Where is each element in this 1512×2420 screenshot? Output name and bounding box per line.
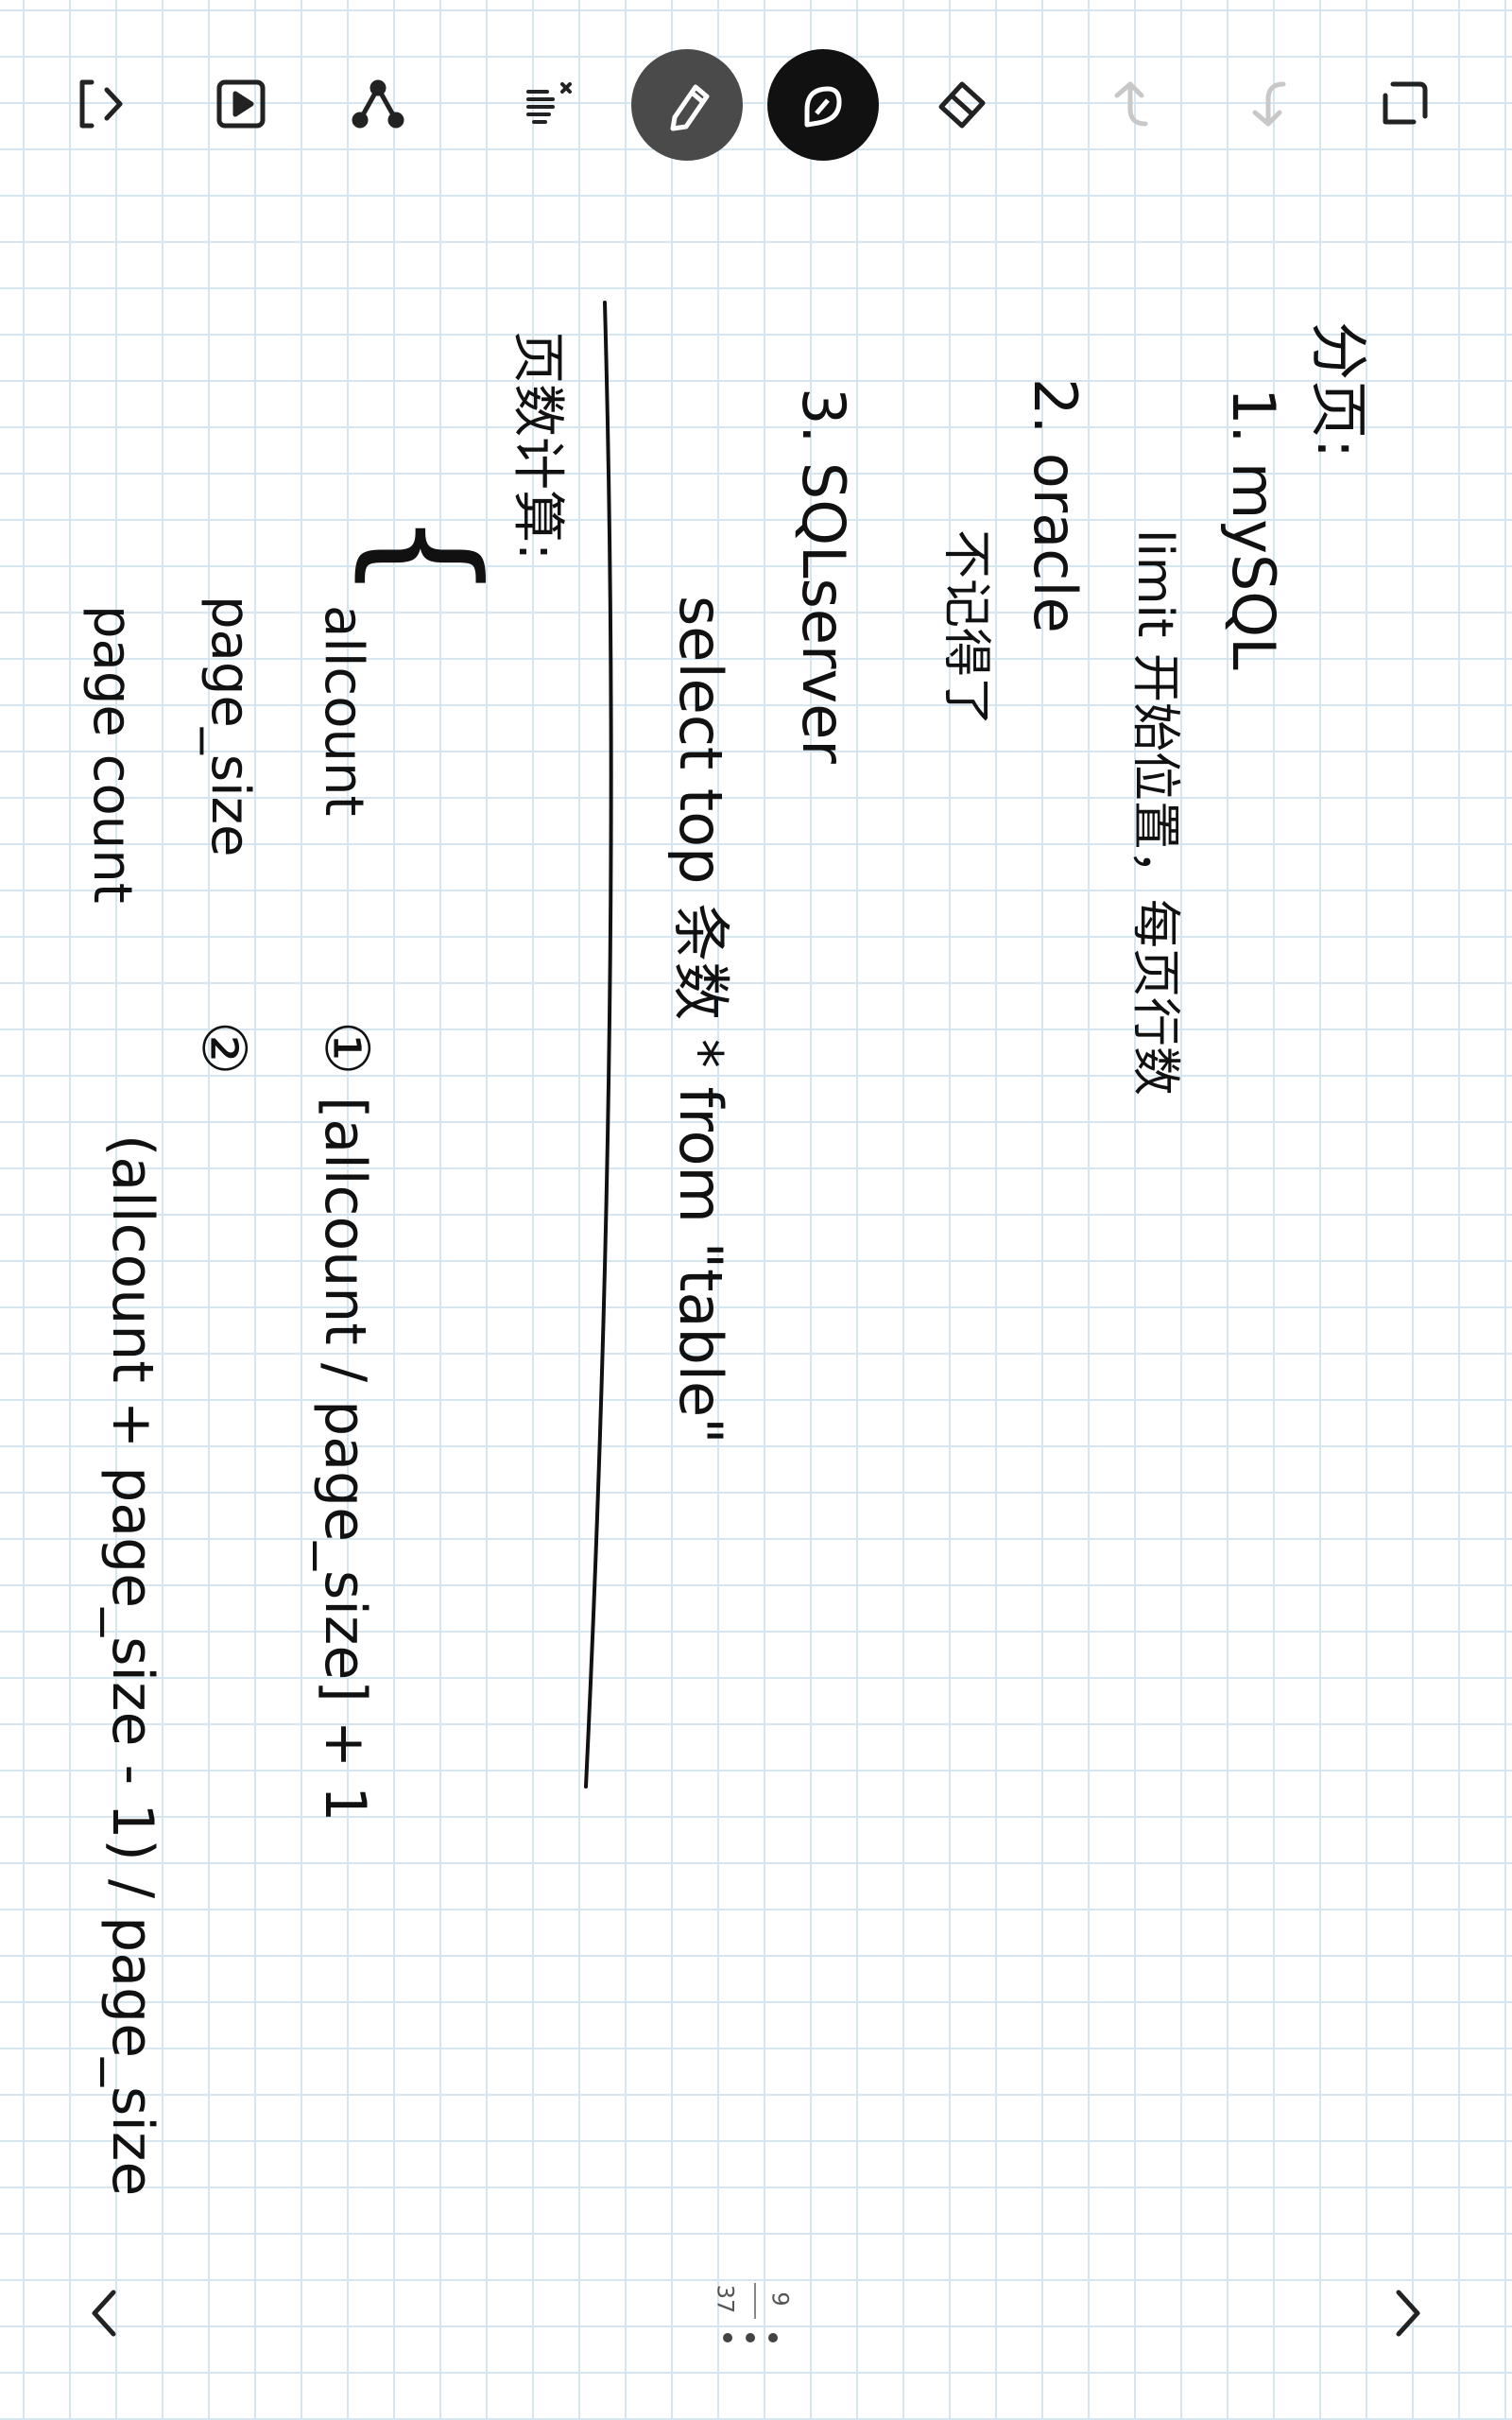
brace: { — [344, 510, 508, 600]
formula-2: (allcount + page_size - 1) / page_size — [99, 1134, 165, 2196]
exit-fullscreen-icon — [1383, 81, 1428, 125]
redo-button[interactable] — [1217, 52, 1321, 156]
note-item-1-detail: limit 开始位置，每页行数 — [1126, 529, 1183, 1096]
gesture-erase-button[interactable] — [496, 52, 600, 156]
page-total: 37 — [712, 2284, 739, 2314]
section-title: 页数计算: — [507, 331, 568, 561]
more-dot-icon — [768, 2333, 778, 2342]
pen-tool-icon — [670, 84, 710, 131]
expand-panel-icon — [79, 79, 123, 129]
redo-icon — [1252, 81, 1286, 127]
note-item-2-label: 2. oracle — [1021, 378, 1090, 633]
undo-button[interactable] — [1079, 52, 1183, 156]
previous-page-button[interactable] — [71, 2280, 137, 2346]
var-allcount: allcount — [313, 605, 374, 816]
var-page-size: page_size — [199, 596, 261, 856]
note-item-1-label: 1. mySQL — [1219, 388, 1288, 670]
note-heading: 分页: — [1304, 321, 1373, 458]
formula-1-marker: ① — [311, 1021, 381, 1075]
eraser-icon — [938, 81, 986, 129]
presentation-button[interactable] — [189, 52, 293, 156]
formula-2-marker: ② — [188, 1021, 258, 1075]
eraser-button[interactable] — [909, 52, 1013, 156]
note-item-2-detail: 不记得了 — [937, 529, 994, 726]
share-nodes-icon — [352, 79, 404, 129]
share-nodes-button[interactable] — [326, 52, 430, 156]
next-page-button[interactable] — [1375, 2280, 1441, 2346]
formula-1: [allcount / page_size] + 1 — [312, 1097, 378, 1822]
marker-tool-icon — [804, 86, 842, 128]
presentation-icon — [216, 79, 266, 129]
page-current: 9 — [766, 2291, 794, 2307]
undo-icon — [1114, 81, 1148, 127]
exit-fullscreen-button[interactable] — [1353, 52, 1457, 156]
chevron-right-icon — [1396, 2290, 1420, 2337]
gesture-erase-icon — [526, 82, 572, 124]
marker-tool-button[interactable] — [767, 49, 879, 161]
page-separator — [754, 2283, 756, 2319]
more-options-button[interactable] — [723, 2333, 778, 2342]
more-dot-icon — [746, 2333, 755, 2342]
expand-panel-button[interactable] — [52, 52, 156, 156]
pen-tool-button[interactable] — [631, 49, 743, 161]
divider-line — [584, 301, 613, 1789]
note-item-3-detail: select top 条数 * from "table" — [666, 596, 735, 1444]
chevron-left-icon — [92, 2290, 116, 2337]
note-item-3-label: 3. SQLserver — [789, 388, 858, 764]
more-dot-icon — [723, 2333, 732, 2342]
var-page-count: page count — [81, 605, 143, 904]
